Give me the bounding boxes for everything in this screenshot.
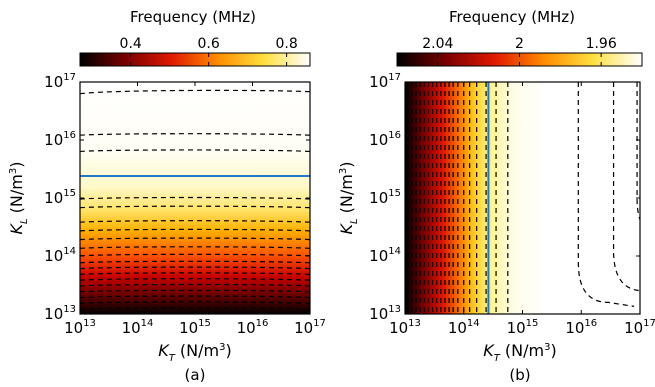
colorbar-ticks-b bbox=[437, 53, 602, 66]
contour-line bbox=[80, 266, 310, 270]
y-tick-label: 1016 bbox=[44, 130, 76, 149]
y-tick-label: 1016 bbox=[369, 130, 401, 149]
contour-line bbox=[80, 253, 310, 257]
plot-area-b bbox=[405, 82, 640, 314]
contours-b bbox=[407, 82, 640, 314]
contour-line bbox=[80, 237, 310, 241]
colorbar-tick-label: 2.04 bbox=[422, 36, 453, 52]
x-tick-label: 1013 bbox=[64, 318, 96, 337]
y-tick-label: 1013 bbox=[44, 304, 76, 323]
contour-line bbox=[80, 260, 310, 264]
panel-b: Frequency (MHz) 2.04 2 1.96 1013 1014 1015 10… bbox=[337, 8, 655, 384]
x-tick-label: 1017 bbox=[294, 318, 326, 337]
colorbar-a bbox=[79, 52, 311, 67]
colorbar-tick-label: 0.8 bbox=[275, 36, 297, 52]
contour-line bbox=[80, 205, 310, 209]
colorbar-tick-label: 1.96 bbox=[586, 36, 617, 52]
colorbar-tick-label: 2 bbox=[515, 36, 524, 52]
contour-line bbox=[80, 295, 310, 299]
y-ticks-b: 1013 1014 1015 1016 1017 bbox=[369, 72, 640, 323]
panel-label-a: (a) bbox=[185, 366, 206, 384]
contours-a bbox=[80, 89, 310, 310]
y-tick-label: 1013 bbox=[369, 304, 401, 323]
contour-line bbox=[80, 220, 310, 223]
x-axis-label-a: KT (N/m3) bbox=[158, 341, 232, 364]
contour-line bbox=[80, 89, 310, 95]
contour-line bbox=[80, 272, 310, 275]
x-tick-label: 1013 bbox=[389, 318, 421, 337]
y-tick-label: 1014 bbox=[44, 246, 76, 265]
panel-label-b: (b) bbox=[509, 366, 530, 384]
colorbar-tick-labels-b: 2.04 2 1.96 bbox=[422, 36, 617, 52]
colorbar-ticks-a bbox=[130, 53, 288, 66]
x-tick-label: 1015 bbox=[507, 318, 539, 337]
y-tick-label: 1017 bbox=[369, 72, 401, 91]
panel-a: Frequency (MHz) 0.4 0.6 0.8 1013 1014 1015 10… bbox=[7, 8, 326, 384]
contour-line bbox=[80, 196, 310, 200]
contour-line bbox=[80, 246, 310, 249]
colorbar-tick-labels-a: 0.4 0.6 0.8 bbox=[120, 36, 298, 52]
contour-line bbox=[80, 228, 310, 232]
x-tick-label: 1016 bbox=[237, 318, 269, 337]
y-axis-label-a: KL (N/m3) bbox=[7, 162, 30, 235]
colorbar-tick-label: 0.4 bbox=[120, 36, 142, 52]
contour-line bbox=[80, 301, 310, 304]
contour-line bbox=[80, 278, 310, 281]
x-tick-label: 1015 bbox=[179, 318, 211, 337]
colorbar-tick-label: 0.6 bbox=[198, 36, 220, 52]
x-tick-label: 1017 bbox=[624, 318, 655, 337]
contour-line bbox=[80, 289, 310, 293]
contour-line bbox=[612, 82, 640, 295]
x-ticks-b: 1013 1014 1015 1016 1017 bbox=[389, 82, 655, 337]
x-ticks-a: 1013 1014 1015 1016 1017 bbox=[64, 82, 326, 337]
x-tick-label: 1016 bbox=[565, 318, 597, 337]
contour-line bbox=[80, 307, 310, 310]
plot-area-a bbox=[80, 82, 310, 314]
contour-line bbox=[577, 82, 635, 307]
y-ticks-a: 1013 1014 1015 1016 1017 bbox=[44, 72, 310, 323]
y-tick-label: 1017 bbox=[44, 72, 76, 91]
contour-line bbox=[80, 283, 310, 287]
x-tick-label: 1014 bbox=[448, 318, 480, 337]
colorbar-title-b: Frequency (MHz) bbox=[449, 8, 575, 26]
x-axis-label-b: KT (N/m3) bbox=[483, 341, 557, 364]
contour-line bbox=[80, 133, 310, 136]
x-tick-label: 1014 bbox=[122, 318, 154, 337]
y-tick-label: 1015 bbox=[44, 188, 76, 207]
y-tick-label: 1014 bbox=[369, 246, 401, 265]
colorbar-title-a: Frequency (MHz) bbox=[130, 8, 256, 26]
y-axis-label-b: KL (N/m3) bbox=[337, 162, 360, 235]
contour-line bbox=[80, 149, 310, 153]
y-tick-label: 1015 bbox=[369, 188, 401, 207]
